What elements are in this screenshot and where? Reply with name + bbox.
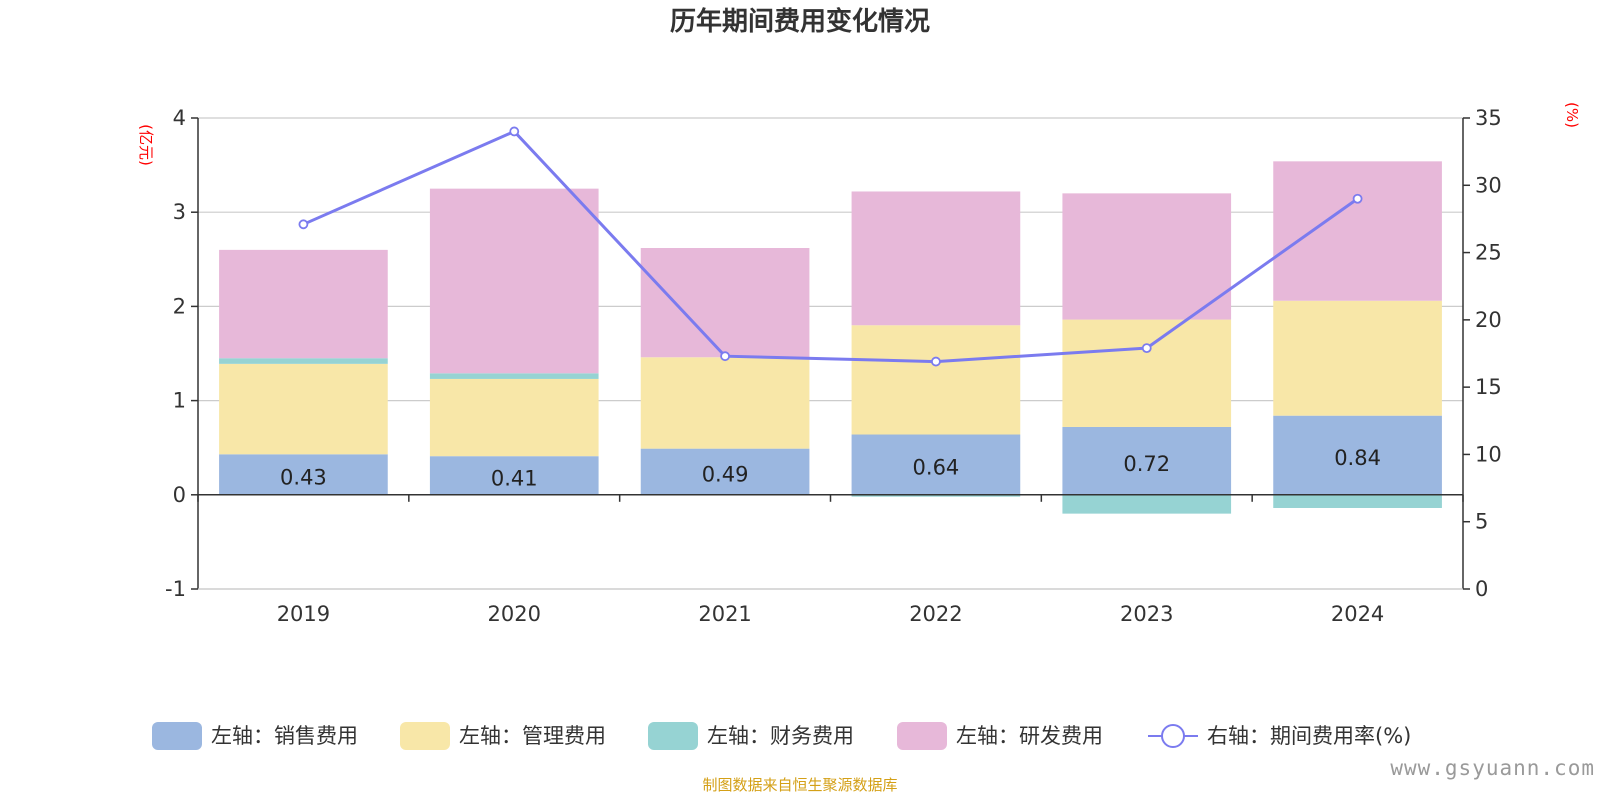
rate-point	[1141, 343, 1152, 354]
legend-label: 左轴：财务费用	[707, 724, 854, 748]
bar-segment-3-2022	[851, 494, 1021, 497]
bar-data-label: 0.72	[1123, 452, 1170, 476]
x-tick-label: 2020	[488, 602, 541, 626]
right-tick-label: 30	[1475, 173, 1502, 197]
left-tick-label: 3	[173, 200, 186, 224]
legend-marker	[1161, 724, 1185, 748]
rate-point	[720, 351, 730, 362]
legend-label: 左轴：管理费用	[459, 724, 606, 748]
x-tick-label: 2024	[1331, 602, 1384, 626]
right-tick-label: 35	[1475, 106, 1502, 130]
bar-segment-4-2019	[219, 249, 388, 359]
right-tick-label: 0	[1475, 577, 1488, 601]
bar-segment-4-2021	[640, 247, 810, 358]
source-note: 制图数据来自恒生聚源数据库	[702, 776, 897, 794]
legend-swatch	[648, 722, 698, 750]
left-tick-label: -1	[165, 577, 186, 601]
bar-segment-3-2020	[429, 373, 599, 379]
x-tick-label: 2022	[909, 602, 962, 626]
bar-segment-4-2022	[851, 191, 1021, 326]
legend-swatch	[897, 722, 947, 750]
legend-label: 左轴：研发费用	[956, 724, 1103, 748]
bar-data-label: 0.43	[280, 466, 327, 490]
x-tick-label: 2023	[1120, 602, 1173, 626]
bar-segment-2-2020	[429, 378, 599, 457]
left-axis-unit: (亿元)	[137, 124, 155, 166]
right-tick-label: 15	[1475, 375, 1502, 399]
legend-label: 右轴：期间费用率(%)	[1207, 724, 1411, 748]
bar-segment-1-2019	[219, 454, 388, 495]
bar-segment-1-2022	[851, 434, 1021, 495]
left-tick-label: 0	[173, 483, 186, 507]
bar-segment-1-2024	[1273, 415, 1442, 495]
rate-line	[298, 126, 1363, 367]
bar-segment-2-2019	[219, 363, 388, 455]
right-tick-label: 5	[1475, 510, 1488, 534]
chart-title: 历年期间费用变化情况	[670, 6, 930, 37]
bar-data-label: 0.49	[702, 463, 749, 487]
rate-point	[931, 356, 941, 367]
x-tick-label: 2021	[698, 602, 751, 626]
bar-data-label: 0.84	[1334, 446, 1381, 470]
legend: 左轴：销售费用 左轴：管理费用 左轴：财务费用 左轴：研发费用 右轴：期间费用率(%)	[152, 722, 1411, 750]
legend-label: 左轴：销售费用	[211, 724, 358, 748]
bar-segment-2-2022	[851, 325, 1021, 435]
rate-line-path	[302, 129, 1359, 364]
bar-segment-4-2020	[429, 188, 599, 374]
bar-segment-2-2021	[640, 357, 810, 449]
rate-point	[509, 126, 520, 137]
left-tick-label: 4	[173, 106, 186, 130]
bar-segment-1-2023	[1062, 426, 1232, 495]
right-tick-label: 25	[1475, 241, 1502, 265]
bar-segment-3-2019	[219, 358, 388, 364]
bar-data-label: 0.64	[913, 456, 960, 480]
rate-point	[298, 219, 309, 230]
right-tick-label: 10	[1475, 442, 1502, 466]
legend-swatch	[400, 722, 450, 750]
left-tick-label: 2	[173, 294, 186, 318]
right-axis-unit: (%)	[1563, 102, 1581, 128]
left-tick-label: 1	[173, 389, 186, 413]
bar-segment-4-2023	[1062, 193, 1232, 320]
bar-segment-2-2024	[1273, 300, 1442, 416]
watermark: www.gsyuann.com	[1390, 756, 1595, 780]
rate-point	[1352, 193, 1363, 204]
bar-segment-3-2024	[1273, 494, 1442, 508]
data-labels: 0.43 0.41 0.49 0.64 0.72 0.84	[280, 446, 1381, 490]
bars	[219, 161, 1442, 514]
axes: -1 0 1 2 3 4 0 5 10 15 20 25 30 35 2019 2020 2021 2022 202…	[165, 106, 1502, 626]
bar-segment-2-2023	[1062, 319, 1232, 427]
legend-swatch	[152, 722, 202, 750]
x-tick-label: 2019	[277, 602, 330, 626]
bar-data-label: 0.41	[491, 466, 538, 490]
bar-segment-1-2020	[429, 456, 599, 495]
bar-segment-1-2021	[640, 448, 810, 495]
right-tick-label: 20	[1475, 308, 1502, 332]
bar-segment-3-2023	[1062, 494, 1232, 514]
bar-segment-4-2024	[1273, 161, 1442, 301]
